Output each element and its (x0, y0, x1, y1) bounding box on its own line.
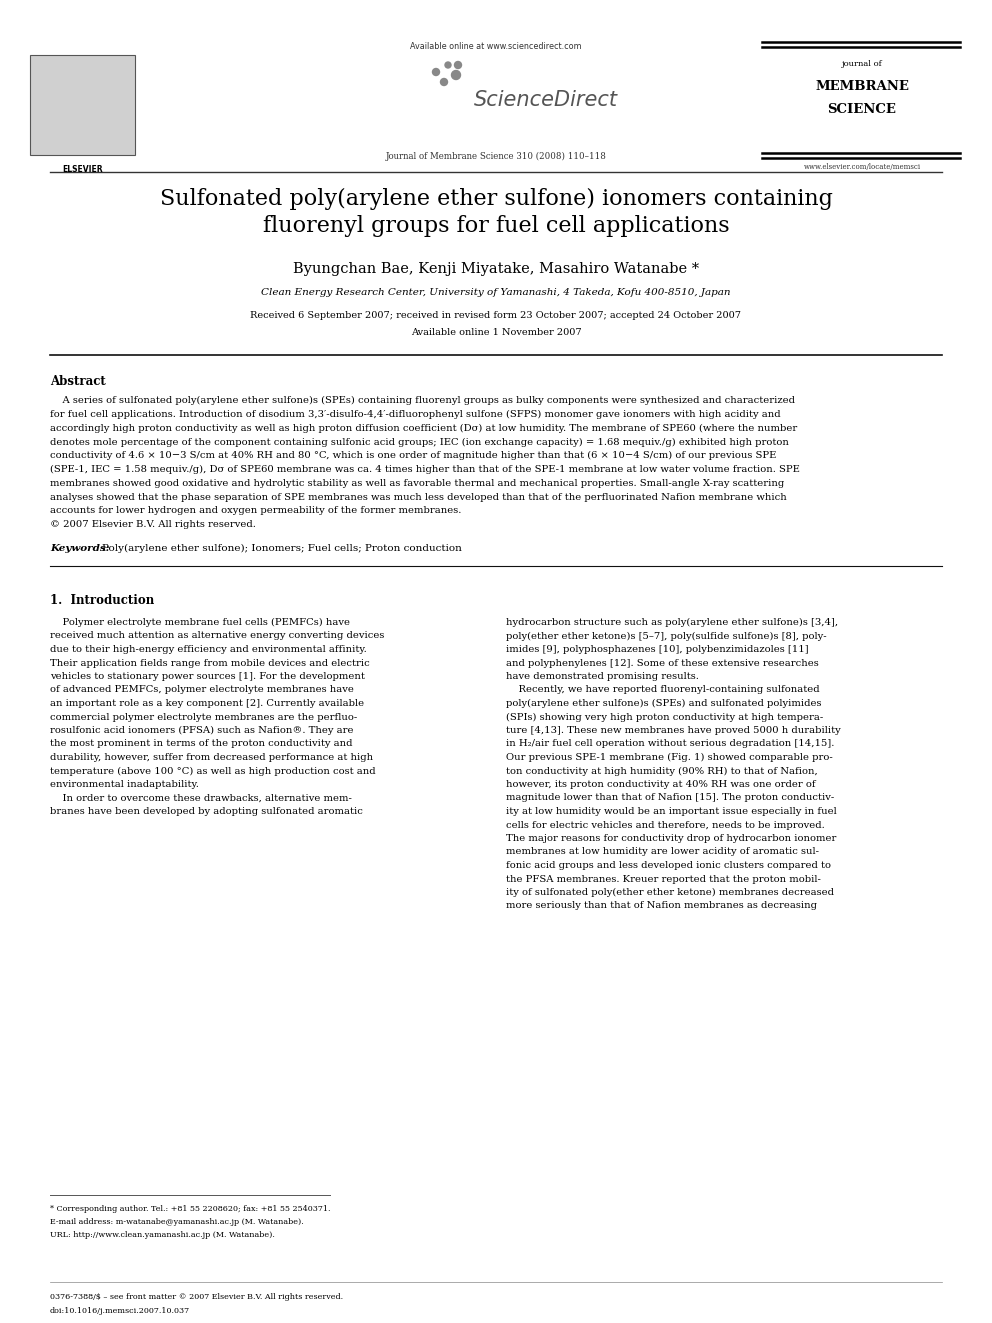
Text: ity of sulfonated poly(ether ether ketone) membranes decreased: ity of sulfonated poly(ether ether keton… (506, 888, 834, 897)
Text: and polyphenylenes [12]. Some of these extensive researches: and polyphenylenes [12]. Some of these e… (506, 659, 818, 668)
Text: (SPE-1, IEC = 1.58 mequiv./g), Dσ of SPE60 membrane was ca. 4 times higher than : (SPE-1, IEC = 1.58 mequiv./g), Dσ of SPE… (50, 464, 800, 474)
Text: E-mail address: m-watanabe@yamanashi.ac.jp (M. Watanabe).: E-mail address: m-watanabe@yamanashi.ac.… (50, 1218, 304, 1226)
Text: branes have been developed by adopting sulfonated aromatic: branes have been developed by adopting s… (50, 807, 363, 816)
Text: membranes showed good oxidative and hydrolytic stability as well as favorable th: membranes showed good oxidative and hydr… (50, 479, 785, 488)
Text: 1.  Introduction: 1. Introduction (50, 594, 154, 607)
Text: fluorenyl groups for fuel cell applications: fluorenyl groups for fuel cell applicati… (263, 216, 729, 237)
Text: imides [9], polyphosphazenes [10], polybenzimidazoles [11]: imides [9], polyphosphazenes [10], polyb… (506, 646, 808, 654)
Text: www.elsevier.com/locate/memsci: www.elsevier.com/locate/memsci (804, 163, 921, 171)
Text: The major reasons for conductivity drop of hydrocarbon ionomer: The major reasons for conductivity drop … (506, 833, 836, 843)
Text: ity at low humidity would be an important issue especially in fuel: ity at low humidity would be an importan… (506, 807, 836, 816)
Text: an important role as a key component [2]. Currently available: an important role as a key component [2]… (50, 699, 364, 708)
Text: temperature (above 100 °C) as well as high production cost and: temperature (above 100 °C) as well as hi… (50, 766, 376, 775)
Circle shape (451, 70, 460, 79)
Text: ScienceDirect: ScienceDirect (474, 90, 618, 110)
Text: hydrocarbon structure such as poly(arylene ether sulfone)s [3,4],: hydrocarbon structure such as poly(aryle… (506, 618, 838, 627)
Text: of advanced PEMFCs, polymer electrolyte membranes have: of advanced PEMFCs, polymer electrolyte … (50, 685, 354, 695)
Text: environmental inadaptability.: environmental inadaptability. (50, 781, 198, 789)
Text: fonic acid groups and less developed ionic clusters compared to: fonic acid groups and less developed ion… (506, 861, 831, 871)
Text: accordingly high proton conductivity as well as high proton diffusion coefficien: accordingly high proton conductivity as … (50, 423, 798, 433)
Text: conductivity of 4.6 × 10−3 S/cm at 40% RH and 80 °C, which is one order of magni: conductivity of 4.6 × 10−3 S/cm at 40% R… (50, 451, 777, 460)
Text: vehicles to stationary power sources [1]. For the development: vehicles to stationary power sources [1]… (50, 672, 365, 681)
Text: Available online 1 November 2007: Available online 1 November 2007 (411, 328, 581, 337)
Text: In order to overcome these drawbacks, alternative mem-: In order to overcome these drawbacks, al… (50, 794, 352, 803)
Text: magnitude lower than that of Nafion [15]. The proton conductiv-: magnitude lower than that of Nafion [15]… (506, 794, 834, 803)
Text: the most prominent in terms of the proton conductivity and: the most prominent in terms of the proto… (50, 740, 352, 749)
Text: cells for electric vehicles and therefore, needs to be improved.: cells for electric vehicles and therefor… (506, 820, 824, 830)
Text: journal of: journal of (841, 60, 882, 67)
Text: (SPIs) showing very high proton conductivity at high tempera-: (SPIs) showing very high proton conducti… (506, 713, 823, 721)
Text: Our previous SPE-1 membrane (Fig. 1) showed comparable pro-: Our previous SPE-1 membrane (Fig. 1) sho… (506, 753, 832, 762)
Text: the PFSA membranes. Kreuer reported that the proton mobil-: the PFSA membranes. Kreuer reported that… (506, 875, 820, 884)
Text: Available online at www.sciencedirect.com: Available online at www.sciencedirect.co… (410, 42, 582, 52)
Text: Polymer electrolyte membrane fuel cells (PEMFCs) have: Polymer electrolyte membrane fuel cells … (50, 618, 350, 627)
Text: Sulfonated poly(arylene ether sulfone) ionomers containing: Sulfonated poly(arylene ether sulfone) i… (160, 188, 832, 210)
Text: analyses showed that the phase separation of SPE membranes was much less develop: analyses showed that the phase separatio… (50, 492, 787, 501)
Text: Abstract: Abstract (50, 374, 106, 388)
Circle shape (440, 78, 447, 86)
Text: Poly(arylene ether sulfone); Ionomers; Fuel cells; Proton conduction: Poly(arylene ether sulfone); Ionomers; F… (102, 544, 462, 553)
Text: commercial polymer electrolyte membranes are the perfluo-: commercial polymer electrolyte membranes… (50, 713, 357, 721)
Text: denotes mole percentage of the component containing sulfonic acid groups; IEC (i: denotes mole percentage of the component… (50, 438, 789, 447)
Text: ton conductivity at high humidity (90% RH) to that of Nafion,: ton conductivity at high humidity (90% R… (506, 766, 817, 775)
Text: Received 6 September 2007; received in revised form 23 October 2007; accepted 24: Received 6 September 2007; received in r… (251, 311, 741, 320)
Circle shape (454, 61, 461, 69)
Circle shape (433, 69, 439, 75)
Text: durability, however, suffer from decreased performance at high: durability, however, suffer from decreas… (50, 753, 373, 762)
Text: due to their high-energy efficiency and environmental affinity.: due to their high-energy efficiency and … (50, 646, 367, 654)
Text: accounts for lower hydrogen and oxygen permeability of the former membranes.: accounts for lower hydrogen and oxygen p… (50, 507, 461, 516)
Text: ELSEVIER: ELSEVIER (62, 165, 103, 175)
Text: ture [4,13]. These new membranes have proved 5000 h durability: ture [4,13]. These new membranes have pr… (506, 726, 841, 736)
Text: Byungchan Bae, Kenji Miyatake, Masahiro Watanabe *: Byungchan Bae, Kenji Miyatake, Masahiro … (293, 262, 699, 277)
Bar (30, 56, 135, 155)
Text: membranes at low humidity are lower acidity of aromatic sul-: membranes at low humidity are lower acid… (506, 848, 819, 856)
Text: SCIENCE: SCIENCE (827, 103, 897, 116)
Text: MEMBRANE: MEMBRANE (815, 79, 909, 93)
Text: Journal of Membrane Science 310 (2008) 110–118: Journal of Membrane Science 310 (2008) 1… (386, 152, 606, 161)
Text: rosulfonic acid ionomers (PFSA) such as Nafion®. They are: rosulfonic acid ionomers (PFSA) such as … (50, 726, 353, 736)
Text: poly(ether ether ketone)s [5–7], poly(sulfide sulfone)s [8], poly-: poly(ether ether ketone)s [5–7], poly(su… (506, 631, 826, 640)
Text: for fuel cell applications. Introduction of disodium 3,3′-disulfo-4,4′-difluorop: for fuel cell applications. Introduction… (50, 410, 781, 419)
Text: © 2007 Elsevier B.V. All rights reserved.: © 2007 Elsevier B.V. All rights reserved… (50, 520, 256, 529)
Text: * Corresponding author. Tel.: +81 55 2208620; fax: +81 55 2540371.: * Corresponding author. Tel.: +81 55 220… (50, 1205, 330, 1213)
Text: poly(arylene ether sulfone)s (SPEs) and sulfonated polyimides: poly(arylene ether sulfone)s (SPEs) and … (506, 699, 821, 708)
Circle shape (445, 62, 451, 67)
Text: doi:10.1016/j.memsci.2007.10.037: doi:10.1016/j.memsci.2007.10.037 (50, 1307, 190, 1315)
Text: in H₂/air fuel cell operation without serious degradation [14,15].: in H₂/air fuel cell operation without se… (506, 740, 834, 749)
Text: Recently, we have reported fluorenyl-containing sulfonated: Recently, we have reported fluorenyl-con… (506, 685, 819, 695)
Text: 0376-7388/$ – see front matter © 2007 Elsevier B.V. All rights reserved.: 0376-7388/$ – see front matter © 2007 El… (50, 1293, 343, 1301)
Text: however, its proton conductivity at 40% RH was one order of: however, its proton conductivity at 40% … (506, 781, 815, 789)
Text: Keywords:: Keywords: (50, 544, 110, 553)
Text: Their application fields range from mobile devices and electric: Their application fields range from mobi… (50, 659, 370, 668)
Text: more seriously than that of Nafion membranes as decreasing: more seriously than that of Nafion membr… (506, 901, 817, 910)
Text: received much attention as alternative energy converting devices: received much attention as alternative e… (50, 631, 384, 640)
Text: Clean Energy Research Center, University of Yamanashi, 4 Takeda, Kofu 400-8510, : Clean Energy Research Center, University… (261, 288, 731, 296)
Text: A series of sulfonated poly(arylene ether sulfone)s (SPEs) containing fluorenyl : A series of sulfonated poly(arylene ethe… (50, 396, 795, 405)
Text: have demonstrated promising results.: have demonstrated promising results. (506, 672, 699, 681)
Text: URL: http://www.clean.yamanashi.ac.jp (M. Watanabe).: URL: http://www.clean.yamanashi.ac.jp (M… (50, 1230, 275, 1240)
